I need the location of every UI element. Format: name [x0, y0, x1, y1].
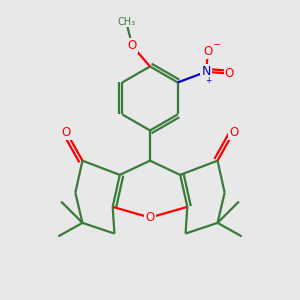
Text: O: O — [146, 211, 154, 224]
Text: O: O — [128, 39, 137, 52]
Text: +: + — [205, 76, 212, 85]
Text: O: O — [225, 67, 234, 80]
Text: O: O — [62, 126, 71, 139]
Text: −: − — [213, 40, 221, 50]
Text: O: O — [229, 126, 238, 139]
Text: O: O — [203, 45, 212, 58]
Text: N: N — [202, 65, 211, 78]
Text: CH₃: CH₃ — [118, 17, 136, 27]
